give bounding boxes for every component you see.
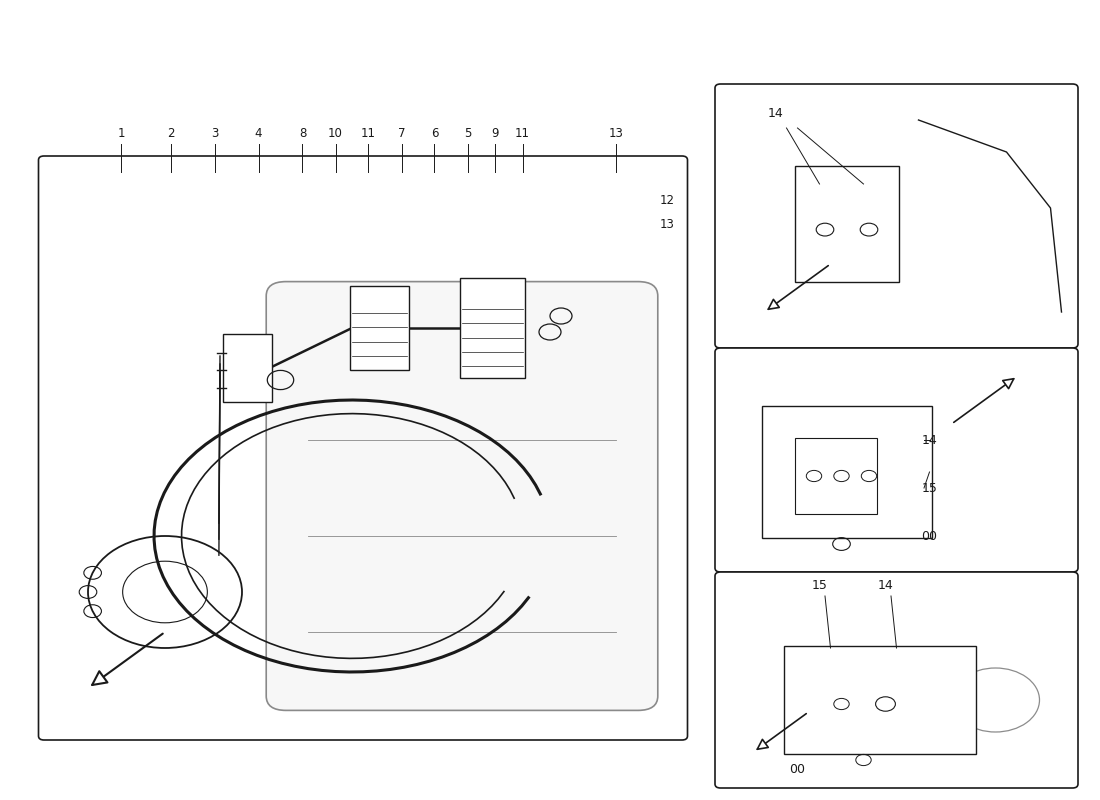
Text: 14: 14 xyxy=(922,434,937,446)
Text: eurospares: eurospares xyxy=(147,282,447,326)
Text: 11: 11 xyxy=(515,127,530,140)
Text: 7: 7 xyxy=(398,127,405,140)
Text: 12: 12 xyxy=(660,194,675,206)
FancyBboxPatch shape xyxy=(715,348,1078,572)
FancyBboxPatch shape xyxy=(223,334,272,402)
Text: 00: 00 xyxy=(790,763,805,776)
FancyBboxPatch shape xyxy=(715,572,1078,788)
Text: 5: 5 xyxy=(464,127,471,140)
Text: eurospares: eurospares xyxy=(147,634,447,678)
Text: 10: 10 xyxy=(328,127,343,140)
Text: 13: 13 xyxy=(660,218,675,230)
FancyBboxPatch shape xyxy=(39,156,688,740)
Text: 9: 9 xyxy=(492,127,498,140)
FancyBboxPatch shape xyxy=(762,406,932,538)
FancyBboxPatch shape xyxy=(715,84,1078,348)
Text: 1: 1 xyxy=(118,127,124,140)
FancyBboxPatch shape xyxy=(784,646,976,754)
FancyBboxPatch shape xyxy=(350,286,409,370)
Text: 14: 14 xyxy=(878,579,893,592)
Text: 11: 11 xyxy=(361,127,376,140)
Text: 13: 13 xyxy=(608,127,624,140)
Text: 2: 2 xyxy=(167,127,174,140)
Text: 15: 15 xyxy=(922,482,937,494)
FancyBboxPatch shape xyxy=(795,166,899,282)
Text: eurospares: eurospares xyxy=(801,668,959,692)
Text: 4: 4 xyxy=(255,127,262,140)
Text: 00: 00 xyxy=(922,530,937,542)
Text: 3: 3 xyxy=(211,127,218,140)
Text: eurospares: eurospares xyxy=(801,444,959,468)
Text: 6: 6 xyxy=(431,127,438,140)
FancyBboxPatch shape xyxy=(266,282,658,710)
FancyBboxPatch shape xyxy=(460,278,525,378)
FancyBboxPatch shape xyxy=(795,438,877,514)
Text: eurospares: eurospares xyxy=(801,212,959,236)
Text: 15: 15 xyxy=(812,579,827,592)
Text: 14: 14 xyxy=(768,107,783,120)
Text: 8: 8 xyxy=(299,127,306,140)
